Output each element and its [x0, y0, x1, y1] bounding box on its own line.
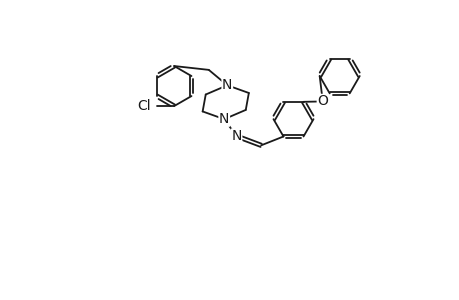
Text: O: O: [317, 94, 327, 108]
Text: N: N: [231, 129, 241, 143]
Text: Cl: Cl: [137, 99, 151, 113]
Text: N: N: [222, 78, 232, 92]
Text: N: N: [218, 112, 229, 126]
